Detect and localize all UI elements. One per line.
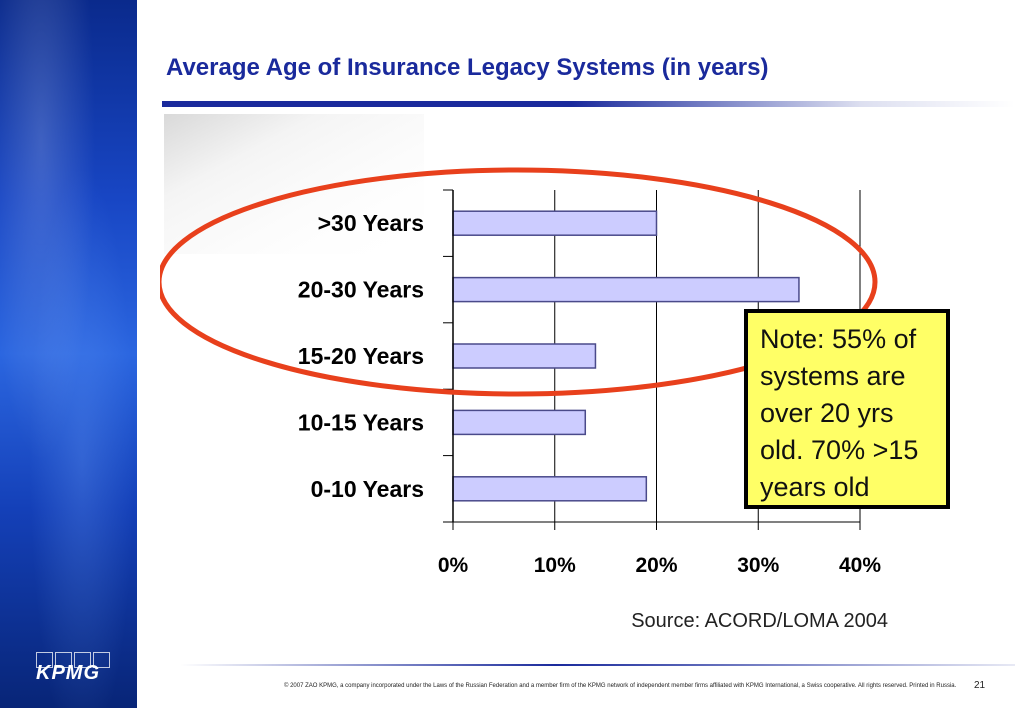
footer-copyright: © 2007 ZAO KPMG, a company incorporated … [284,683,957,689]
logo-square [93,652,110,668]
title-divider [162,101,1015,107]
tick-labels: 0% 10% 20% 30% 40% [438,554,882,577]
category-label: 10-15 Years [298,409,424,435]
logo-square [36,652,53,668]
category-label: 15-20 Years [298,343,424,369]
x-tick-label: 40% [839,554,881,577]
bar-group [452,210,800,502]
axes [443,189,861,530]
page-title: Average Age of Insurance Legacy Systems … [166,54,769,81]
source-label: Source: ACORD/LOMA 2004 [631,610,888,632]
bar [452,409,587,436]
logo-square [55,652,72,668]
category-label: 0-10 Years [311,476,424,502]
x-tick-label: 30% [737,554,779,577]
logo-grid [36,652,112,686]
bar-chart: >30 Years 20-30 Years 15-20 Years 10-15 Yea… [160,114,888,632]
shadow-panel [164,114,424,254]
footer-divider [180,664,1015,666]
highlight-ellipse [160,167,878,397]
x-tick-label: 10% [534,554,576,577]
category-label: >30 Years [318,210,424,236]
x-tick-label: 20% [635,554,677,577]
logo-square [74,652,91,668]
category-label: 20-30 Years [298,277,424,303]
x-tick-label: 0% [438,554,469,577]
bar [452,276,800,303]
category-labels: >30 Years 20-30 Years 15-20 Years 10-15 Yea… [298,210,424,502]
bar [452,476,648,502]
bar [452,210,658,236]
bar [452,343,597,369]
note-callout: Note: 55% of systems are over 20 yrs old… [744,309,950,509]
page-number: 21 [974,680,986,691]
sidebar-gradient: KPMG [0,0,137,708]
kpmg-logo: KPMG [36,662,100,684]
